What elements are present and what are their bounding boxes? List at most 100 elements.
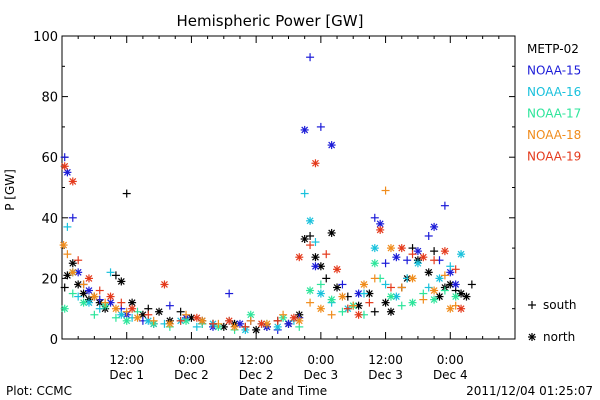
north-point bbox=[354, 310, 363, 319]
marker-stroke bbox=[112, 305, 120, 313]
south-point bbox=[60, 283, 69, 292]
south-point bbox=[430, 247, 439, 256]
north-point bbox=[306, 286, 315, 295]
marker-stroke bbox=[436, 293, 443, 301]
x-tick-date-label: Dec 3 bbox=[368, 368, 403, 382]
north-point bbox=[370, 259, 379, 268]
marker-stroke bbox=[333, 284, 341, 291]
north-point bbox=[90, 292, 99, 301]
legend-entry-metp-02: METP-02 bbox=[527, 42, 579, 56]
north-point bbox=[111, 304, 120, 313]
marker-stroke bbox=[236, 320, 244, 328]
north-point bbox=[327, 141, 336, 150]
north-point bbox=[60, 304, 69, 313]
north-point bbox=[165, 319, 174, 328]
marker-stroke bbox=[360, 281, 368, 288]
south-point bbox=[111, 313, 120, 322]
x-tick-date-label: Dec 2 bbox=[174, 368, 209, 382]
data-points bbox=[59, 53, 476, 334]
marker-stroke bbox=[387, 308, 395, 316]
marker-stroke bbox=[90, 293, 98, 301]
north-point bbox=[376, 225, 385, 234]
marker-stroke bbox=[430, 296, 438, 304]
south-point bbox=[176, 307, 185, 316]
south-point bbox=[176, 316, 185, 325]
x-tick-time-label: 0:00 bbox=[307, 353, 334, 367]
marker-stroke bbox=[139, 311, 147, 319]
south-point bbox=[440, 286, 449, 295]
footer-right: 2011/12/04 01:25:07 bbox=[466, 384, 593, 398]
north-point bbox=[424, 268, 433, 277]
south-point bbox=[440, 271, 449, 280]
x-tick-date-label: Dec 3 bbox=[304, 368, 339, 382]
south-point bbox=[68, 289, 77, 298]
marker-stroke bbox=[419, 253, 427, 261]
marker-stroke bbox=[430, 223, 438, 231]
x-tick-date-label: Dec 2 bbox=[239, 368, 274, 382]
north-point bbox=[122, 316, 131, 325]
marker-stroke bbox=[252, 326, 260, 334]
south-point bbox=[397, 301, 406, 310]
north-point bbox=[289, 313, 298, 322]
marker-stroke bbox=[457, 250, 465, 258]
south-point bbox=[192, 322, 201, 331]
north-point bbox=[386, 307, 395, 316]
marker-stroke bbox=[61, 162, 69, 170]
north-point bbox=[311, 253, 320, 262]
north-point bbox=[370, 244, 379, 253]
legend-label-south: south bbox=[543, 298, 577, 312]
plot-frame bbox=[61, 35, 516, 340]
south-point bbox=[446, 262, 455, 271]
south-point bbox=[311, 238, 320, 247]
south-point bbox=[246, 316, 255, 325]
north-point bbox=[59, 241, 68, 250]
south-point bbox=[386, 283, 395, 292]
north-point bbox=[84, 286, 93, 295]
x-tick-date-label: Dec 1 bbox=[109, 368, 144, 382]
north-point bbox=[311, 262, 320, 271]
south-point bbox=[225, 289, 234, 298]
south-point bbox=[381, 280, 390, 289]
south-point bbox=[397, 283, 406, 292]
marker-stroke bbox=[333, 265, 341, 273]
marker-stroke bbox=[61, 305, 69, 313]
south-point bbox=[279, 310, 288, 319]
marker-stroke bbox=[376, 226, 384, 234]
marker-stroke bbox=[155, 308, 163, 316]
north-point bbox=[333, 283, 342, 292]
marker-stroke bbox=[392, 293, 400, 301]
y-tick-label: 100 bbox=[33, 30, 58, 45]
y-tick-label: 0 bbox=[50, 333, 58, 348]
north-point bbox=[117, 277, 126, 286]
south-point bbox=[419, 295, 428, 304]
marker-stroke bbox=[107, 299, 114, 307]
south-point bbox=[440, 201, 449, 210]
north-point bbox=[295, 253, 304, 262]
legend: METP-02 NOAA-15 NOAA-16 NOAA-17 NOAA-18 NOAA-… bbox=[527, 42, 581, 344]
south-point bbox=[343, 304, 352, 313]
marker-stroke bbox=[69, 268, 77, 276]
north-point bbox=[392, 292, 401, 301]
x-tick-time-label: 0:00 bbox=[178, 353, 205, 367]
marker-stroke bbox=[74, 281, 82, 288]
marker-stroke bbox=[463, 293, 470, 301]
marker-stroke bbox=[231, 323, 238, 331]
north-point bbox=[284, 319, 293, 328]
y-tick-label: 40 bbox=[41, 212, 58, 227]
y-tick-label: 60 bbox=[41, 151, 58, 166]
marker-stroke bbox=[134, 314, 141, 322]
marker-stroke bbox=[452, 293, 460, 301]
marker-stroke bbox=[285, 320, 292, 328]
x-tick-time-label: 0:00 bbox=[437, 353, 464, 367]
north-point bbox=[306, 216, 315, 225]
marker-stroke bbox=[441, 247, 449, 255]
south-point bbox=[322, 250, 331, 259]
x-tick-time-label: 12:00 bbox=[368, 353, 403, 367]
north-point bbox=[155, 307, 164, 316]
marker-stroke bbox=[247, 311, 255, 319]
marker-stroke bbox=[457, 290, 465, 297]
marker-stroke bbox=[312, 159, 319, 167]
marker-stroke bbox=[339, 293, 346, 301]
north-point bbox=[300, 125, 309, 134]
